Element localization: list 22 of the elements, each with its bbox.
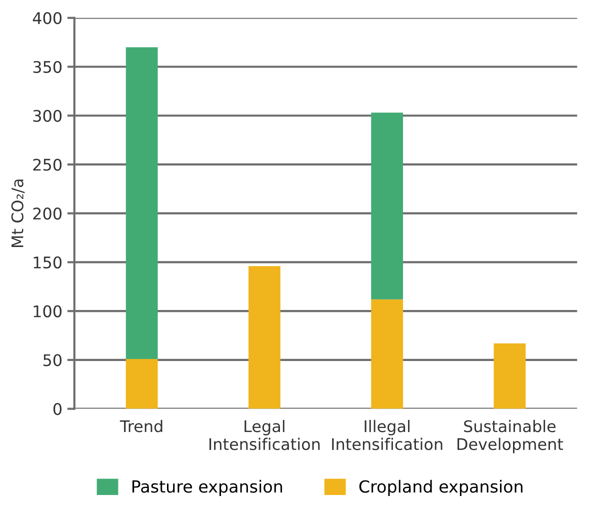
y-tick-label: 400 (32, 12, 62, 24)
x-tick-label: Illegal Intensification (332, 420, 442, 450)
bar (126, 358, 158, 409)
x-tick-label: Trend (120, 420, 162, 432)
bar (126, 47, 158, 359)
y-axis-title: Mt CO₂/a (11, 180, 25, 247)
y-tick-label: 200 (33, 208, 62, 220)
bar (371, 112, 404, 300)
legend-label: Pasture expansion (132, 480, 282, 496)
bar (248, 266, 280, 409)
y-tick-label: 50 (43, 354, 62, 366)
y-tick-label: 250 (33, 158, 62, 171)
x-tick-label: Sustainable Development (458, 420, 564, 454)
y-tick-label: 100 (34, 305, 62, 318)
y-tick-label: 150 (34, 256, 62, 268)
y-tick-label: 350 (33, 60, 62, 74)
bar (371, 299, 404, 409)
legend-label: Cropland expansion (359, 480, 522, 496)
y-tick-label: 300 (33, 110, 62, 122)
bar (494, 343, 526, 409)
x-tick-label: Legal Intensification (210, 420, 320, 450)
y-tick-label: 0 (53, 403, 62, 416)
